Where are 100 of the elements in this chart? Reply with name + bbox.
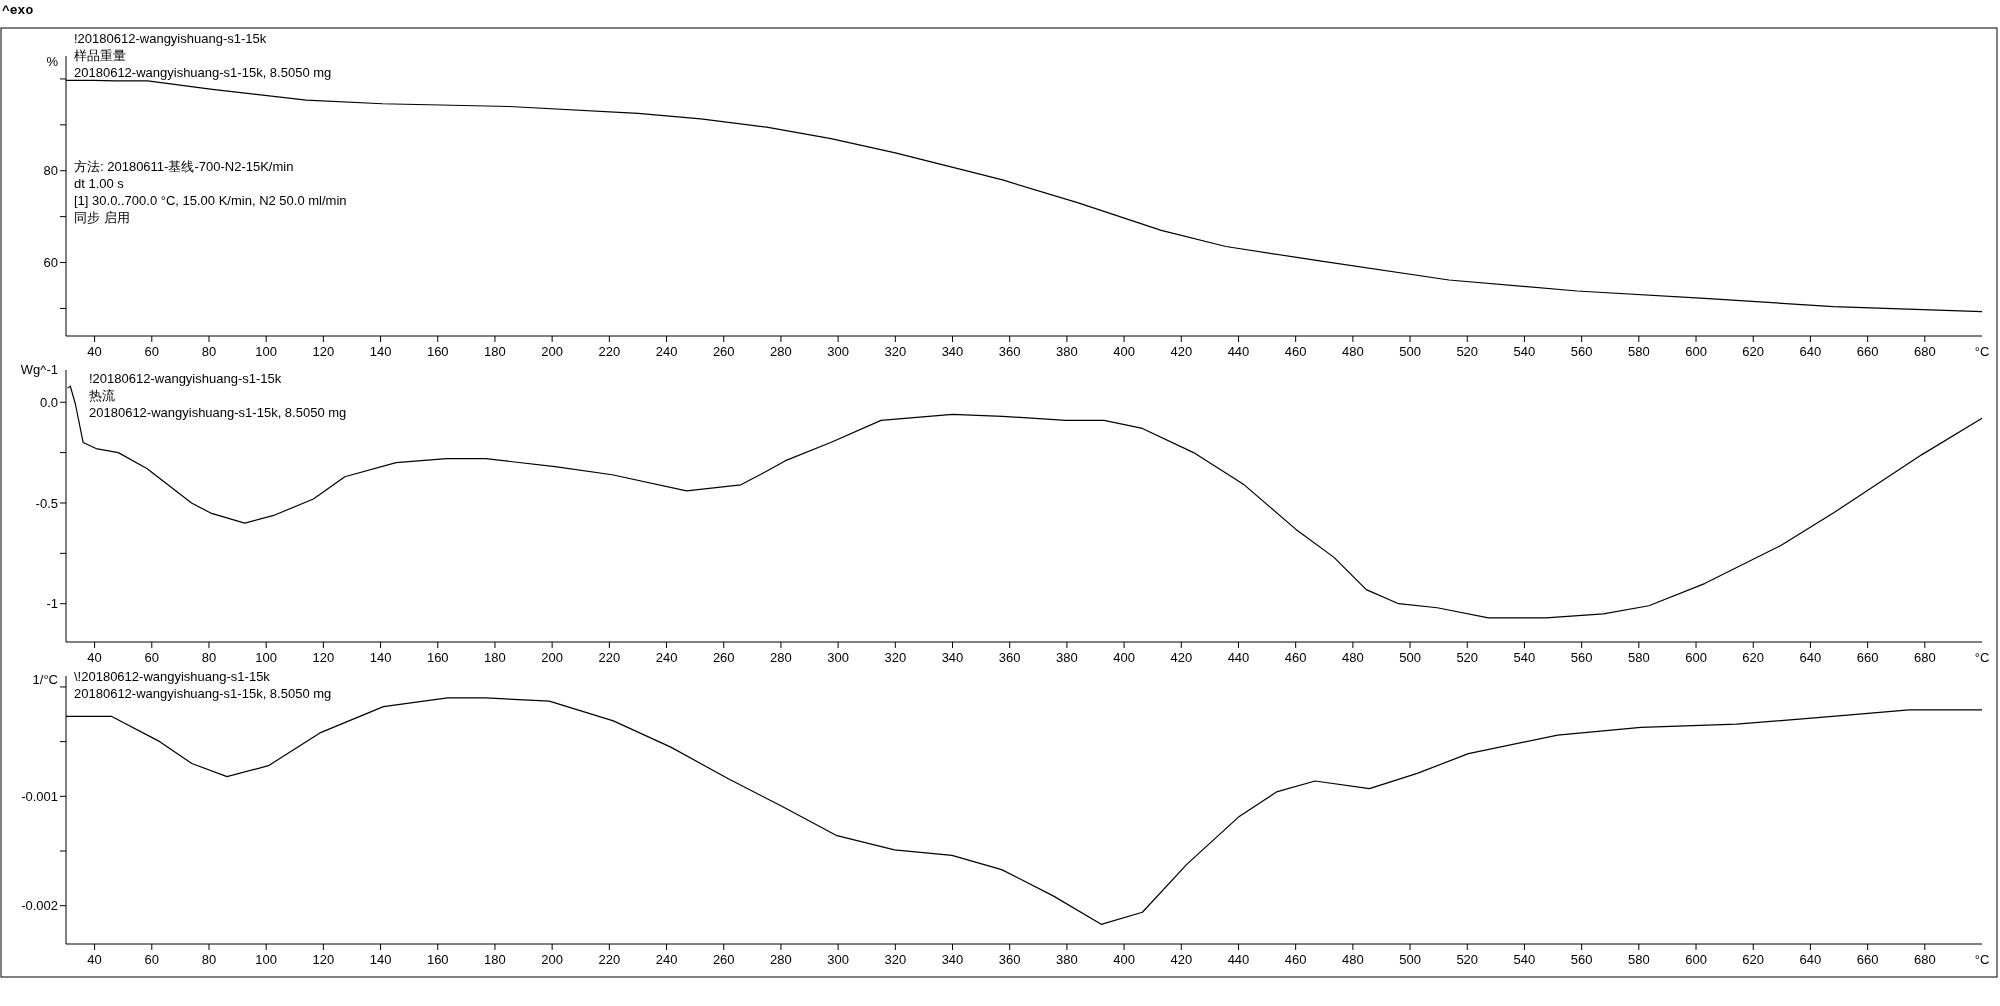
x-tick-label: 160 (426, 952, 449, 967)
x-tick-label: 100 (255, 344, 278, 359)
x-tick-label: 120 (312, 650, 335, 665)
x-tick-label: 400 (1113, 344, 1135, 359)
x-tick-label: 260 (712, 952, 735, 967)
x-tick-label: 320 (884, 952, 907, 967)
x-tick-label: 80 (201, 344, 217, 359)
x-tick-label: 540 (1513, 952, 1536, 967)
annotation: 方法: 20180611-基线-700-N2-15K/min (74, 159, 294, 174)
x-tick-label: 300 (827, 952, 849, 967)
annotation: 热流 (89, 388, 115, 403)
x-tick-label: 660 (1856, 650, 1879, 665)
x-tick-label: 660 (1856, 952, 1879, 967)
x-tick-label: 180 (484, 344, 506, 359)
x-tick-label: 620 (1742, 650, 1765, 665)
x-tick-label: 360 (998, 344, 1021, 359)
x-axis-title: °C (1974, 650, 1990, 665)
x-tick-label: 400 (1113, 952, 1135, 967)
x-tick-label: 360 (998, 952, 1021, 967)
x-tick-label: 500 (1399, 344, 1421, 359)
x-tick-label: 440 (1227, 650, 1250, 665)
y-axis-title: 1/°C (32, 672, 58, 687)
x-tick-label: 140 (369, 650, 392, 665)
x-tick-label: 440 (1227, 344, 1250, 359)
x-tick-label: 260 (712, 650, 735, 665)
x-tick-label: 500 (1399, 650, 1421, 665)
x-tick-label: 140 (369, 344, 392, 359)
x-tick-label: 380 (1056, 344, 1078, 359)
annotation: 20180612-wangyishuang-s1-15k, 8.5050 mg (89, 405, 347, 420)
x-tick-label: 480 (1342, 344, 1364, 359)
x-tick-label: 340 (941, 650, 964, 665)
text: !20180612-wangyishuang-s1-15k (74, 31, 267, 46)
x-tick-label: 220 (598, 952, 621, 967)
x-tick-label: 480 (1342, 952, 1364, 967)
annotation: dt 1.00 s (74, 176, 125, 191)
x-tick-label: 460 (1284, 650, 1307, 665)
x-tick-label: 40 (87, 344, 102, 359)
x-tick-label: 400 (1113, 650, 1135, 665)
x-tick-label: 420 (1170, 344, 1193, 359)
x-tick-label: 220 (598, 344, 621, 359)
annotation: \!20180612-wangyishuang-s1-15k (74, 669, 271, 684)
annotation: 同步 启用 (74, 210, 130, 225)
x-tick-label: 180 (484, 952, 506, 967)
x-tick-label: 380 (1056, 952, 1078, 967)
x-tick-label: 80 (201, 650, 217, 665)
x-tick-label: 640 (1799, 952, 1822, 967)
x-tick-label: 580 (1627, 650, 1650, 665)
annotation: 20180612-wangyishuang-s1-15k, 8.5050 mg (74, 65, 332, 80)
y-tick-label: 60 (43, 255, 58, 271)
text: 0.0 (39, 394, 58, 410)
x-tick-label: 40 (87, 952, 102, 967)
x-tick-label: 580 (1627, 344, 1650, 359)
x-tick-label: 420 (1170, 650, 1193, 665)
x-tick-label: 440 (1227, 952, 1250, 967)
x-tick-label: 60 (144, 952, 160, 967)
x-tick-label: 160 (426, 650, 449, 665)
x-tick-label: 240 (655, 650, 678, 665)
annotation: [1] 30.0..700.0 °C, 15.00 K/min, N2 50.0 ml/min (74, 193, 347, 208)
x-tick-label: 520 (1456, 344, 1479, 359)
x-axis-title: °C (1974, 344, 1990, 359)
x-tick-label: 680 (1913, 650, 1936, 665)
x-tick-label: 660 (1856, 344, 1879, 359)
y-tick-label: -0.5 (35, 495, 58, 511)
x-tick-label: 560 (1570, 650, 1593, 665)
x-tick-label: 480 (1342, 650, 1364, 665)
x-tick-label: 680 (1913, 952, 1936, 967)
x-tick-label: 580 (1627, 952, 1650, 967)
x-tick-label: 160 (426, 344, 449, 359)
y-axis-title: % (46, 54, 59, 69)
x-tick-label: 640 (1799, 344, 1822, 359)
x-tick-label: 380 (1056, 650, 1078, 665)
x-tick-label: 560 (1570, 952, 1593, 967)
x-tick-label: 100 (255, 952, 278, 967)
x-tick-label: 60 (144, 344, 160, 359)
x-tick-label: 280 (770, 344, 792, 359)
x-tick-label: 540 (1513, 650, 1536, 665)
x-tick-label: 300 (827, 650, 849, 665)
y-tick-label: -0.001 (21, 788, 58, 804)
y-tick-label: 80 (43, 163, 58, 179)
x-tick-label: 280 (770, 952, 792, 967)
x-tick-label: 200 (541, 650, 563, 665)
x-tick-label: 680 (1913, 344, 1936, 359)
x-tick-label: 140 (369, 952, 392, 967)
x-tick-label: 80 (201, 952, 217, 967)
x-tick-label: 500 (1399, 952, 1421, 967)
x-tick-label: 520 (1456, 952, 1479, 967)
x-tick-label: 120 (312, 952, 335, 967)
x-tick-label: 100 (255, 650, 278, 665)
y-axis-title: Wg^-1 (20, 362, 58, 377)
x-tick-label: 240 (655, 344, 678, 359)
x-tick-label: 420 (1170, 952, 1193, 967)
annotation: !20180612-wangyishuang-s1-15k (89, 371, 282, 386)
x-tick-label: 280 (770, 650, 792, 665)
x-tick-label: 540 (1513, 344, 1536, 359)
x-tick-label: 460 (1284, 952, 1307, 967)
x-tick-label: 340 (941, 952, 964, 967)
x-tick-label: 520 (1456, 650, 1479, 665)
x-tick-label: 200 (541, 952, 563, 967)
annotation: 20180612-wangyishuang-s1-15k, 8.5050 mg (74, 686, 332, 701)
x-tick-label: 220 (598, 650, 621, 665)
